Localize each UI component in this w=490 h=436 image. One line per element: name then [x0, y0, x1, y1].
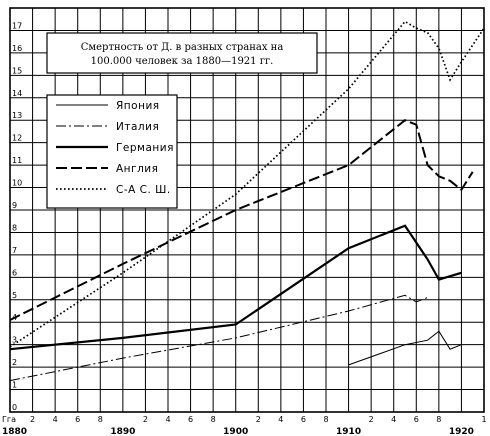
x-tick-label: 8: [436, 415, 441, 424]
legend-label: Англия: [116, 163, 158, 175]
x-tick-label: 6: [188, 415, 193, 424]
x-tick-label: 8: [98, 415, 103, 424]
x-major-label: 1900: [223, 427, 248, 436]
x-tick-label: 2: [143, 415, 148, 424]
y-tick-label: 5: [12, 291, 17, 300]
legend-items: Япония Италия Германия Англия С-А С. Ш.: [56, 100, 174, 196]
y-tick-label: 13: [12, 111, 22, 120]
legend-label: Италия: [116, 121, 159, 133]
x-tick-label: 6: [301, 415, 306, 424]
legend-label: Япония: [116, 100, 160, 112]
x-tick-label: 6: [75, 415, 80, 424]
x-tick-label: 4: [391, 415, 396, 424]
title-line-1: Смертность от Д. в разных странах на: [81, 42, 284, 53]
plot-frame: [9, 7, 485, 413]
y-tick-label: 10: [12, 179, 22, 188]
x-major-label: 1920: [449, 427, 474, 436]
x-tick-label: 2: [30, 415, 35, 424]
title-line-2: 100.000 человек за 1880—1921 гг.: [91, 56, 274, 67]
y-tick-label: 6: [12, 268, 17, 277]
y-tick-label: 8: [12, 223, 17, 232]
x-tick-label: 8: [211, 415, 216, 424]
x-tick-label: 4: [165, 415, 170, 424]
chart-title: Смертность от Д. в разных странах на 100…: [46, 32, 318, 74]
x-tick-label: 4: [53, 415, 58, 424]
y-tick-label: 3: [12, 336, 17, 345]
y-tick-label: 2: [12, 358, 17, 367]
series-line-1: [348, 330, 462, 366]
y-tick-label: 15: [12, 66, 22, 75]
y-tick-label: 0: [12, 403, 17, 412]
x-tick-label: 2: [369, 415, 374, 424]
legend-label: С-А С. Ш.: [116, 184, 171, 196]
y-tick-label: 9: [12, 201, 17, 210]
x-tick-label: 2: [256, 415, 261, 424]
series-lines: [9, 20, 485, 382]
x-major-label: 1910: [336, 427, 361, 436]
series-line-3: [9, 224, 462, 351]
x-tick-label: 8: [323, 415, 328, 424]
x-corner-label: Гга: [2, 415, 16, 424]
x-tick-label: 6: [414, 415, 419, 424]
y-tick-label: 12: [12, 134, 22, 143]
series-line-2: [9, 294, 428, 382]
y-tick-label: 4: [12, 313, 17, 322]
y-tick-label: 1: [12, 381, 17, 390]
y-tick-label: 17: [12, 21, 22, 30]
y-tick-label: 11: [12, 156, 22, 165]
x-tick-label: 1: [481, 415, 486, 424]
legend-label: Германия: [116, 142, 174, 154]
title-box: [46, 32, 318, 74]
x-tick-label: 4: [278, 415, 283, 424]
x-major-label: 1880: [2, 427, 27, 436]
legend: Япония Италия Германия Англия С-А С. Ш.: [46, 94, 178, 209]
y-tick-label: 7: [12, 246, 17, 255]
y-tick-label: 14: [12, 89, 22, 98]
x-major-label: 1890: [110, 427, 135, 436]
y-tick-label: 16: [12, 44, 22, 53]
series-line-4: [9, 119, 474, 321]
x-tick-labels: 2 4 6 8 2 4 6 8 2 4 6 8 2 4 6 8 1 1880 1890 1900 1910 1920 Гга: [2, 415, 487, 436]
